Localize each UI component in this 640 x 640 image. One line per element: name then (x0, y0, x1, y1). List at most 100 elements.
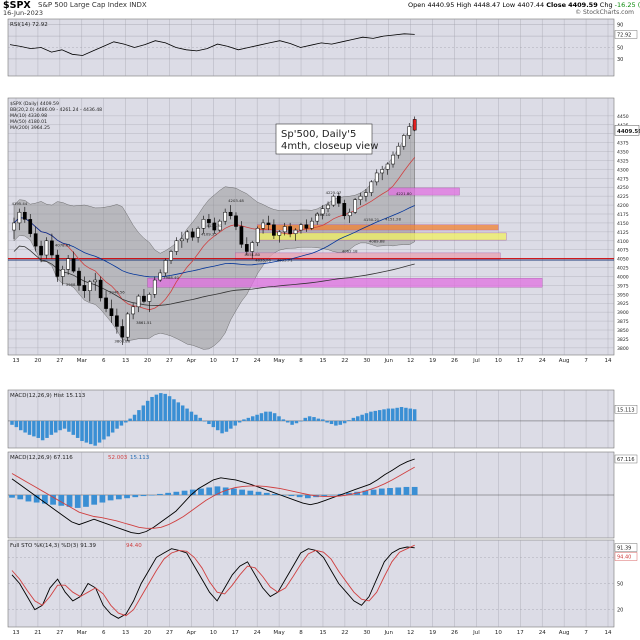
x-tick-label-bottom: 7 (584, 630, 588, 636)
rsi-value-label: 72.92 (617, 32, 631, 38)
candle-body (282, 226, 287, 233)
price-legend-item: $SPX (Daily) 4409.59 (10, 101, 59, 107)
candle-body (142, 295, 146, 302)
x-tick-label-bottom: 8 (299, 630, 303, 636)
close-label: Close (546, 1, 567, 9)
macd-hist-bar (373, 410, 378, 421)
candle-body (98, 279, 103, 299)
candle-body (44, 240, 49, 256)
macd-hist-bar (137, 410, 141, 421)
chart-date: 16-Jun-2023 (3, 9, 44, 17)
price-zone (147, 278, 543, 288)
macd-hist-bar (180, 405, 185, 421)
macd-panel-hist-bar (362, 490, 369, 495)
macd-hist-bar (80, 420, 84, 442)
candle-body (104, 297, 108, 309)
macd-panel-hist-bar (165, 492, 172, 495)
macd-hist-bar (277, 416, 281, 421)
sto-y-tick: 50 (617, 582, 623, 588)
macd-hist-bar (110, 420, 115, 433)
price-y-tick: 4350 (617, 150, 629, 156)
x-tick-label-bottom: Aug (559, 630, 570, 636)
x-tick-label-top: 13 (122, 358, 129, 364)
price-point-label: 4221.80 (396, 191, 412, 196)
candle-body (380, 169, 385, 174)
price-y-tick: 3850 (617, 328, 629, 334)
macd-panel-hist-bar (288, 495, 295, 497)
price-y-tick: 4075 (617, 248, 629, 254)
macd-panel-hist-bar (304, 495, 311, 499)
x-tick-label-bottom: 24 (254, 630, 261, 636)
macd-hist-bar (215, 420, 220, 431)
candle-body (22, 211, 27, 220)
candle-body (77, 270, 81, 286)
macd-hist-bar (211, 420, 216, 428)
x-tick-label-top: 22 (341, 358, 348, 364)
x-tick-label-bottom: 26 (451, 630, 458, 636)
macd-line (11, 458, 415, 535)
macd-panel-hist-bar (181, 490, 188, 495)
macd-hist-bar (32, 420, 36, 437)
macd-hist-bar (325, 420, 329, 423)
x-tick-label-bottom: 17 (517, 630, 524, 636)
x-tick-label-bottom: 20 (144, 630, 151, 636)
open-value: 4440.95 (427, 1, 455, 9)
close-value: 4409.59 (568, 1, 598, 9)
macd-hist-bar (360, 414, 364, 421)
candle-body (66, 258, 70, 270)
macd-value-box (614, 454, 638, 464)
stoch-d-value-label: 94.40 (617, 554, 631, 560)
candle-body (347, 211, 352, 217)
candle-body (147, 294, 152, 302)
macd-panel-hist-bar (239, 489, 245, 495)
candle-body (228, 211, 233, 217)
macd-hist-bar (189, 411, 194, 421)
macd-hist-bar (198, 417, 202, 421)
stoch-k-line (11, 546, 415, 619)
macd-hist-bar (321, 419, 325, 421)
x-tick-label-top: 24 (254, 358, 261, 364)
x-tick-label-bottom: 27 (166, 630, 173, 636)
macd-hist-bar (237, 420, 242, 423)
candle-body (255, 228, 260, 243)
x-tick-label-bottom: 21 (34, 630, 41, 636)
candle-body (158, 272, 163, 281)
macd-panel-hist-bar (58, 495, 65, 506)
stoch-k-value-label: 91.39 (617, 545, 631, 551)
x-tick-label-bottom: 6 (102, 630, 106, 636)
candle-body (115, 315, 119, 327)
x-tick-label-bottom: 14 (605, 630, 612, 636)
price-point-label: 3968.40 (66, 282, 82, 287)
macd-hist-legend-2: 15.113 (130, 455, 150, 461)
rsi-y-tick: 30 (617, 57, 623, 63)
price-point-label: 4109.35 (201, 232, 217, 237)
macd-hist-bar (102, 420, 106, 440)
chart-header: $SPX S&P 500 Large Cap Index INDX 16-Jun… (0, 0, 640, 17)
candle-body (288, 226, 292, 234)
macd-panel-hist-bar (66, 495, 73, 507)
macd-hist-bar (220, 420, 224, 434)
candle-body (385, 163, 390, 170)
macd-hist-bar (299, 420, 303, 422)
x-tick-label-top: 15 (319, 358, 326, 364)
macd-hist-bar (281, 419, 286, 421)
macd-panel-hist-bar (403, 486, 410, 495)
candle-body (207, 219, 211, 224)
sto-y-tick: 20 (617, 608, 623, 614)
candle-body (179, 238, 184, 242)
high-label: High (456, 1, 472, 9)
macd-hist-bar (115, 420, 119, 429)
macd-hist-bar (255, 414, 259, 421)
macd-hist-bar (154, 394, 159, 421)
macd-panel-hist-bar (255, 491, 262, 495)
price-point-label: 4035.96 (255, 258, 271, 263)
stoch-d-legend: 94.40 (126, 543, 142, 549)
x-tick-label-top: 10 (210, 358, 217, 364)
price-y-tick: 3800 (617, 346, 629, 352)
x-tick-label-bottom: 15 (319, 630, 326, 636)
price-y-tick: 4175 (617, 212, 629, 218)
price-y-tick: 4025 (617, 266, 629, 272)
macd-hist-legend: MACD(12,26,9) Hist 15.113 (10, 393, 86, 399)
x-tick-label-bottom: 12 (407, 630, 414, 636)
price-y-tick: 4000 (617, 274, 629, 280)
